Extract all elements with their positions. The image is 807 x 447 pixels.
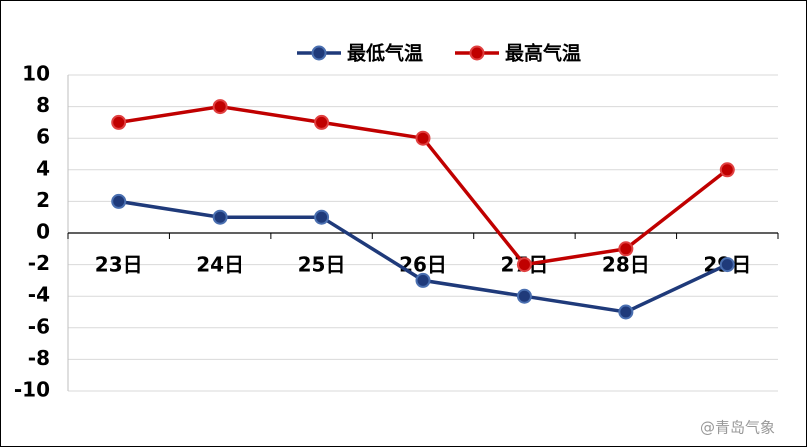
legend-marker — [311, 45, 327, 61]
y-tick-label: -6 — [28, 314, 50, 338]
x-tick-label: 23日 — [95, 253, 143, 277]
x-tick-label: 25日 — [298, 253, 346, 277]
point — [719, 162, 735, 178]
point — [516, 257, 532, 273]
y-tick-label: -10 — [14, 378, 50, 402]
y-tick-label: 4 — [36, 156, 50, 180]
watermark: @青岛气象 — [700, 419, 775, 437]
y-tick-label: 8 — [36, 93, 50, 117]
y-tick-label: 6 — [36, 125, 50, 149]
point — [618, 241, 634, 257]
legend-label: 最低气温 — [347, 42, 423, 65]
legend-label: 最高气温 — [505, 42, 581, 65]
point — [415, 130, 431, 146]
point — [516, 288, 532, 304]
point — [618, 304, 634, 320]
point — [415, 272, 431, 288]
point — [111, 114, 127, 130]
point — [212, 209, 228, 225]
y-tick-label: 2 — [36, 188, 50, 212]
point — [719, 257, 735, 273]
x-tick-label: 24日 — [196, 253, 244, 277]
point — [314, 209, 330, 225]
y-tick-label: -8 — [28, 346, 50, 370]
point — [212, 99, 228, 115]
y-tick-label: -2 — [28, 251, 50, 275]
y-tick-label: 0 — [36, 220, 50, 244]
legend-marker — [469, 45, 485, 61]
y-tick-label: -4 — [28, 283, 50, 307]
point — [314, 114, 330, 130]
point — [111, 193, 127, 209]
x-tick-label: 28日 — [602, 253, 650, 277]
y-tick-label: 10 — [22, 62, 50, 86]
